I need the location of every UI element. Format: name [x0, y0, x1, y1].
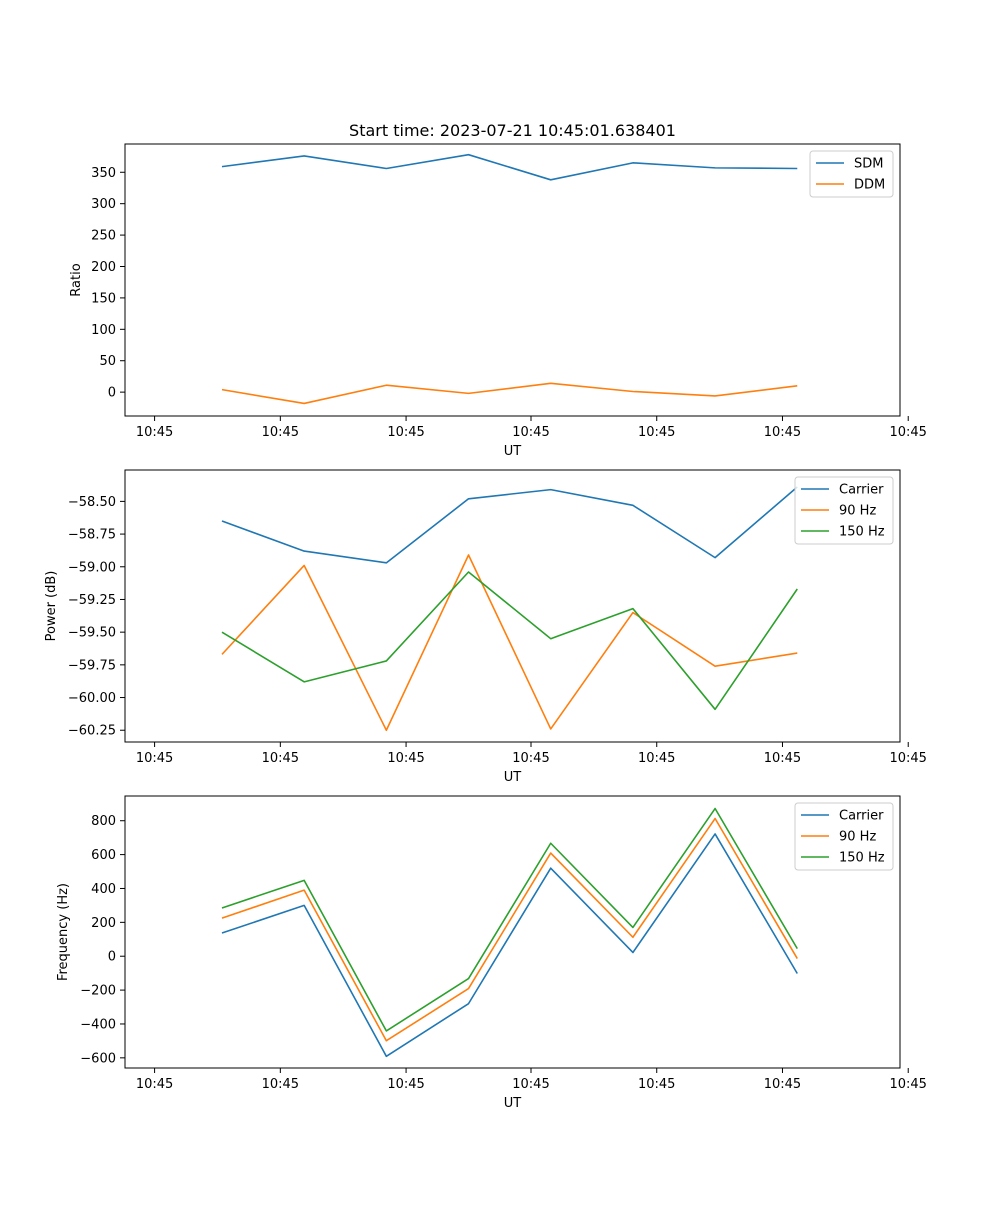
y-tick-label: 250 [91, 229, 116, 244]
y-tick-label: 0 [108, 950, 116, 965]
series-line-150-hz [221, 571, 798, 711]
x-tick-label: 10:45 [638, 425, 675, 440]
x-tick-label: 10:45 [136, 425, 173, 440]
legend-box [794, 476, 894, 545]
x-axis-label: UT [504, 444, 522, 459]
series-line-90-hz [221, 554, 798, 732]
series-line-carrier [221, 833, 798, 1058]
x-axis-label: UT [504, 1096, 522, 1111]
series-line-carrier [221, 486, 798, 564]
y-tick-label: 350 [91, 166, 116, 181]
y-tick-label: −60.00 [68, 691, 116, 706]
y-axis-label: Frequency (Hz) [56, 883, 71, 981]
y-tick-label: 600 [91, 848, 116, 863]
legend: SDM DDM [809, 150, 894, 198]
legend-label: 90 Hz [839, 830, 876, 845]
x-tick-label: 10:45 [889, 425, 926, 440]
subplot-2: 10:45 10:45 10:45 10:45 10:45 10:45 10:45 −60.2… [44, 469, 927, 785]
x-tick-label: 10:45 [889, 751, 926, 766]
y-tick-label: −59.25 [68, 593, 116, 608]
x-tick-label: 10:45 [764, 425, 801, 440]
series-line-150-hz [221, 807, 798, 1032]
axes-frame [124, 143, 901, 417]
x-tick-label: 10:45 [262, 425, 299, 440]
x-tick-label: 10:45 [638, 751, 675, 766]
series-line-90-hz [221, 817, 798, 1042]
chart-title: Start time: 2023-07-21 10:45:01.638401 [349, 121, 676, 140]
legend: Carrier 90 Hz 150 Hz [794, 476, 894, 545]
x-tick-label: 10:45 [387, 425, 424, 440]
legend-label: Carrier [839, 809, 884, 824]
x-tick-label: 10:45 [512, 1077, 549, 1092]
series-line-sdm [221, 153, 798, 181]
legend-label: Carrier [839, 483, 884, 498]
x-tick-label: 10:45 [512, 425, 549, 440]
x-tick-label: 10:45 [136, 1077, 173, 1092]
y-tick-label: 300 [91, 197, 116, 212]
x-tick-label: 10:45 [387, 751, 424, 766]
y-tick-label: 200 [91, 916, 116, 931]
subplot-1: 10:45 10:45 10:45 10:45 10:45 10:45 10:45 0 50 10… [69, 121, 927, 459]
legend: Carrier 90 Hz 150 Hz [794, 802, 894, 871]
y-tick-label: 200 [91, 260, 116, 275]
x-tick-label: 10:45 [262, 751, 299, 766]
y-tick-label: 100 [91, 323, 116, 338]
y-tick-label: 0 [108, 386, 116, 401]
legend-label: 90 Hz [839, 504, 876, 519]
x-tick-label: 10:45 [387, 1077, 424, 1092]
x-tick-label: 10:45 [262, 1077, 299, 1092]
x-tick-label: 10:45 [889, 1077, 926, 1092]
subplot-3: 10:45 10:45 10:45 10:45 10:45 10:45 10:45 −600 −… [56, 795, 927, 1111]
axes-frame [124, 469, 901, 743]
series-line-ddm [221, 382, 798, 405]
y-tick-label: 400 [91, 882, 116, 897]
y-tick-label: −400 [80, 1017, 116, 1032]
y-axis-label: Power (dB) [44, 571, 59, 642]
y-tick-label: 50 [99, 354, 116, 369]
x-axis-label: UT [504, 770, 522, 785]
legend-label: 150 Hz [839, 851, 885, 866]
y-axis-label: Ratio [69, 263, 84, 296]
legend-label: DDM [854, 178, 885, 193]
y-tick-label: 150 [91, 291, 116, 306]
y-tick-label: −59.75 [68, 658, 116, 673]
y-tick-label: −600 [80, 1051, 116, 1066]
y-tick-label: −60.25 [68, 724, 116, 739]
x-tick-label: 10:45 [136, 751, 173, 766]
y-tick-label: −58.50 [68, 495, 116, 510]
y-tick-label: −59.50 [68, 626, 116, 641]
x-tick-label: 10:45 [764, 751, 801, 766]
y-tick-label: −200 [80, 984, 116, 999]
y-tick-label: −59.00 [68, 560, 116, 575]
legend-box [794, 802, 894, 871]
legend-label: 150 Hz [839, 525, 885, 540]
y-tick-label: −58.75 [68, 528, 116, 543]
x-tick-label: 10:45 [764, 1077, 801, 1092]
legend-label: SDM [854, 157, 883, 172]
x-tick-label: 10:45 [512, 751, 549, 766]
x-tick-label: 10:45 [638, 1077, 675, 1092]
y-tick-label: 800 [91, 814, 116, 829]
